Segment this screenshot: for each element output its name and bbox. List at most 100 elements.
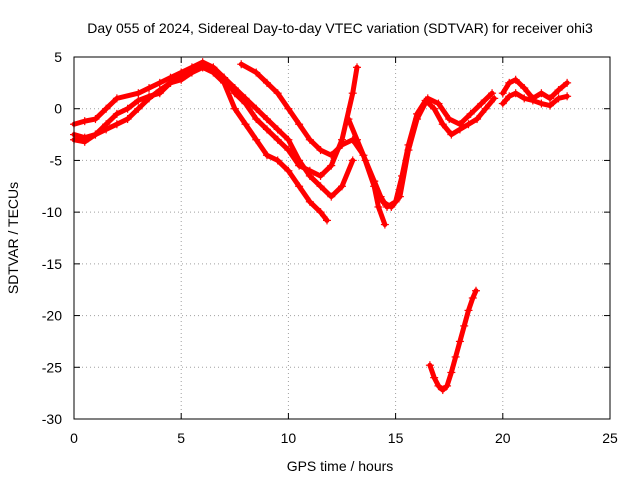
y-tick-label: -10: [42, 204, 62, 220]
data-point: [468, 293, 477, 302]
chart-title: Day 055 of 2024, Sidereal Day-to-day VTE…: [87, 20, 593, 36]
data-point: [473, 115, 482, 124]
data-point: [305, 166, 314, 175]
y-tick-label: -25: [42, 359, 62, 375]
data-point: [498, 99, 507, 108]
series-track-2: [70, 58, 357, 201]
data-point: [112, 109, 121, 118]
x-tick-label: 15: [388, 430, 404, 446]
data-point: [295, 120, 304, 129]
data-point: [353, 135, 362, 144]
data-point: [102, 104, 111, 113]
data-point: [316, 208, 325, 217]
data-point: [361, 156, 370, 165]
data-point: [537, 99, 546, 108]
data-point: [230, 89, 239, 98]
data-point: [316, 146, 325, 155]
data-point: [273, 125, 282, 134]
data-point: [472, 286, 480, 295]
series-track-3: [70, 63, 362, 180]
data-point: [327, 192, 336, 201]
data-point: [421, 96, 430, 105]
data-point: [398, 171, 407, 180]
data-point: [305, 135, 314, 144]
series-track-7: [425, 286, 480, 395]
data-point: [511, 75, 520, 84]
y-axis-label: SDTVAR / TECUs: [5, 182, 21, 294]
series-layer: [70, 58, 572, 395]
data-point: [344, 115, 353, 124]
data-point: [430, 373, 439, 382]
y-tick-label: 5: [54, 49, 62, 65]
data-point: [477, 99, 486, 108]
data-point: [284, 135, 293, 144]
x-axis-label: GPS time / hours: [287, 458, 394, 474]
data-point: [327, 161, 336, 170]
data-point: [262, 151, 271, 160]
data-point: [490, 94, 499, 103]
data-point: [134, 104, 143, 113]
x-tick-label: 25: [602, 430, 618, 446]
data-point: [91, 130, 100, 139]
data-point: [425, 361, 434, 370]
series-track-9: [498, 89, 572, 110]
data-point: [91, 115, 100, 124]
data-point: [305, 197, 314, 206]
data-point: [166, 78, 175, 87]
data-point: [505, 78, 514, 87]
data-point: [447, 368, 456, 377]
data-point: [252, 135, 261, 144]
data-point: [327, 151, 336, 160]
series-line: [427, 288, 479, 393]
data-point: [316, 182, 325, 191]
data-point: [434, 99, 443, 108]
data-point: [511, 89, 520, 98]
series-line: [71, 64, 360, 179]
data-point: [563, 92, 572, 101]
data-point: [554, 86, 563, 95]
x-tick-label: 10: [281, 430, 297, 446]
data-point: [498, 89, 507, 98]
data-point: [563, 78, 572, 87]
data-point: [464, 306, 473, 315]
data-point: [252, 104, 261, 113]
data-point: [273, 156, 282, 165]
data-point: [370, 177, 379, 186]
data-point: [374, 202, 383, 211]
data-point: [438, 386, 447, 395]
x-tick-label: 20: [495, 430, 511, 446]
data-point: [155, 78, 164, 87]
data-point: [554, 94, 563, 103]
data-point: [520, 94, 529, 103]
data-point: [353, 63, 362, 72]
data-point: [434, 381, 443, 390]
data-point: [237, 60, 246, 69]
data-point: [413, 109, 422, 118]
data-point: [445, 115, 454, 124]
grid-layer: [74, 57, 610, 419]
data-point: [545, 101, 554, 110]
data-point: [177, 75, 186, 84]
data-point: [241, 120, 250, 129]
data-point: [252, 68, 261, 77]
data-point: [262, 125, 271, 134]
data-point: [348, 156, 357, 165]
y-tick-label: -5: [50, 152, 63, 168]
data-point: [338, 182, 346, 191]
series-track-6: [370, 94, 499, 211]
data-point: [145, 84, 154, 93]
data-point: [262, 78, 271, 87]
data-point: [123, 115, 132, 124]
data-point: [252, 115, 261, 124]
data-point: [80, 117, 89, 126]
data-point: [505, 92, 514, 101]
data-point: [520, 84, 529, 93]
data-point: [460, 321, 469, 330]
data-point: [134, 89, 143, 98]
y-tick-label: -15: [42, 256, 62, 272]
data-point: [376, 192, 385, 201]
data-point: [112, 120, 121, 129]
data-point: [466, 109, 475, 118]
y-tick-label: -30: [42, 411, 62, 427]
